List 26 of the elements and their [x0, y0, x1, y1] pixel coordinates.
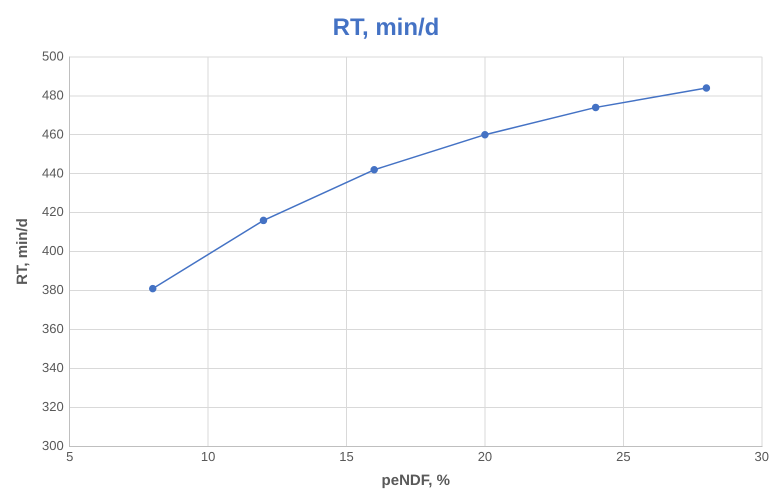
y-axis-title: RT, min/d — [14, 218, 32, 285]
y-tick-label: 320 — [42, 399, 64, 414]
point — [702, 84, 710, 92]
y-tick-label: 360 — [42, 321, 64, 336]
chart-title: RT, min/d — [332, 14, 440, 42]
x-axis-title: peNDF, % — [382, 472, 450, 490]
x-tick-label: 30 — [754, 448, 770, 464]
x-tick-label: 20 — [478, 448, 492, 464]
x-tick-label: 25 — [616, 448, 631, 464]
y-tick-label: 300 — [42, 438, 64, 453]
y-tick-label: 380 — [42, 282, 64, 298]
x-tick-label: 10 — [200, 448, 216, 464]
y-tick-label: 440 — [42, 165, 64, 180]
point — [592, 104, 600, 112]
point — [148, 284, 156, 292]
x-tick-label: 15 — [339, 448, 354, 464]
x-tick-label: 5 — [66, 448, 74, 464]
point — [370, 166, 378, 174]
y-tick-label: 460 — [42, 126, 64, 142]
y-tick-label: 340 — [42, 360, 64, 376]
y-tick-label: 400 — [42, 243, 64, 258]
y-tick-label: 480 — [42, 87, 64, 102]
y-tick-label: 420 — [42, 204, 64, 220]
y-tick-label: 500 — [42, 48, 64, 64]
point — [481, 130, 489, 138]
point — [260, 216, 268, 224]
